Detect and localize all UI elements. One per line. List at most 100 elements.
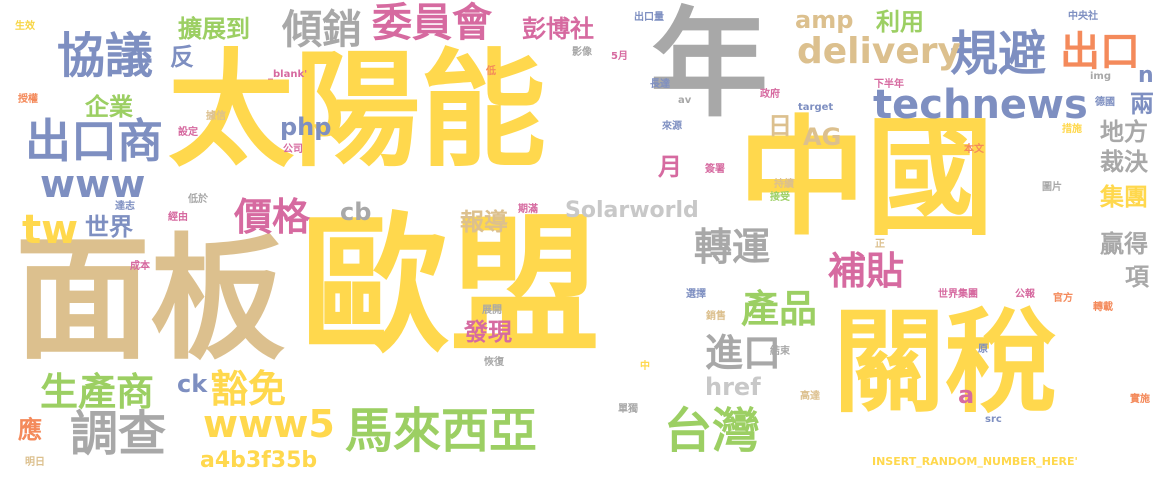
- cloud-word: 彭博社: [522, 15, 594, 43]
- cloud-word: target: [798, 102, 834, 113]
- cloud-word: 原: [978, 344, 988, 355]
- cloud-word: 下半年: [874, 79, 904, 90]
- cloud-word: src: [985, 414, 1002, 425]
- cloud-word: 銷售: [706, 311, 726, 322]
- cloud-word: 單獨: [618, 404, 638, 415]
- cloud-word: 生效: [15, 21, 35, 32]
- cloud-word: 官方: [1053, 293, 1073, 304]
- cloud-word: php: [280, 113, 332, 141]
- cloud-word: 轉運: [694, 225, 771, 269]
- cloud-word: amp: [795, 6, 854, 34]
- cloud-word: 中央社: [1068, 11, 1098, 22]
- cloud-word: 豁免: [210, 367, 287, 411]
- cloud-word: 擴展到: [178, 15, 250, 43]
- cloud-word: 調查: [70, 406, 167, 462]
- cloud-word: 出口: [1060, 29, 1140, 75]
- cloud-word: 經由: [168, 212, 188, 223]
- cloud-word: 持續: [774, 179, 794, 190]
- cloud-word: n: [1138, 63, 1154, 88]
- cloud-word: 年: [650, 0, 769, 133]
- cloud-word: delivery: [797, 31, 961, 72]
- cloud-word: 月: [658, 153, 682, 181]
- cloud-word: 面板: [15, 221, 285, 378]
- cloud-word: 報導: [460, 208, 508, 236]
- cloud-word: 政府: [760, 89, 780, 100]
- cloud-word: 利用: [876, 8, 924, 36]
- cloud-word: 結束: [770, 346, 790, 357]
- cloud-word: ck: [177, 370, 208, 398]
- cloud-word: 反: [170, 43, 194, 71]
- cloud-word: 來源: [662, 121, 682, 132]
- cloud-word: 傾銷: [282, 7, 362, 53]
- cloud-word: 簽署: [705, 164, 725, 175]
- cloud-word: 協議: [57, 28, 154, 84]
- cloud-word: 發現: [464, 318, 512, 346]
- cloud-word: 台灣: [664, 403, 761, 459]
- cloud-word: 應: [18, 416, 42, 444]
- cloud-word: 中國: [738, 104, 995, 253]
- cloud-word: 世界集團: [938, 289, 978, 300]
- cloud-word: 轉載: [1093, 302, 1113, 313]
- cloud-word: 兩: [1130, 90, 1154, 118]
- cloud-word: av: [678, 95, 692, 106]
- cloud-word: 世界: [85, 213, 133, 241]
- cloud-word: 低於: [188, 194, 208, 205]
- cloud-word: img: [1090, 71, 1112, 82]
- cloud-word: 出口量: [634, 12, 664, 23]
- cloud-word: Solarworld: [565, 198, 699, 223]
- cloud-word: 出口商: [25, 114, 163, 168]
- cloud-word: href: [705, 373, 761, 401]
- cloud-word: 贏得: [1100, 230, 1148, 258]
- cloud-word: 德國: [1095, 97, 1115, 108]
- cloud-word: a4b3f35b: [200, 448, 318, 473]
- cloud-word: 本文: [964, 144, 984, 155]
- cloud-word: 關稅: [833, 298, 1057, 428]
- cloud-word: 馬來西亞: [345, 403, 538, 459]
- cloud-word: 措施: [1062, 124, 1082, 135]
- cloud-word: 高達: [800, 391, 820, 402]
- cloud-word: 5月: [611, 51, 628, 62]
- cloud-word: INSERT_RANDOM_NUMBER_HERE': [872, 455, 1078, 468]
- cloud-word: www: [40, 162, 146, 206]
- cloud-word: 影像: [572, 47, 592, 58]
- cloud-word: 補貼: [828, 249, 905, 293]
- cloud-word: 歐盟: [300, 200, 601, 374]
- cloud-word: technews: [873, 82, 1088, 128]
- cloud-word: AG: [803, 123, 842, 151]
- cloud-word: 接受: [770, 192, 790, 203]
- cloud-word: 據信: [206, 111, 226, 122]
- cloud-word: 裁決: [1100, 148, 1148, 176]
- cloud-word: 正: [875, 239, 885, 250]
- cloud-word: 公報: [1015, 289, 1035, 300]
- cloud-word: _blank': [268, 69, 308, 80]
- cloud-word: 成本: [130, 261, 150, 272]
- cloud-word: 明日: [25, 457, 45, 468]
- cloud-word: 授權: [18, 94, 38, 105]
- cloud-word: 展開: [482, 305, 502, 316]
- cloud-word: 低: [486, 66, 496, 77]
- cloud-word: 設定: [178, 127, 198, 138]
- cloud-word: 委員會: [372, 0, 492, 46]
- cloud-word: 進口: [705, 331, 782, 375]
- cloud-word: 公司: [283, 144, 303, 155]
- cloud-word: 地方: [1100, 118, 1148, 146]
- cloud-word: 實施: [1130, 394, 1150, 405]
- cloud-word: 期滿: [518, 204, 538, 215]
- cloud-word: cb: [340, 198, 372, 226]
- cloud-word: 恢復: [484, 357, 504, 368]
- cloud-word: 集團: [1100, 183, 1148, 211]
- cloud-word: 企業: [85, 93, 133, 121]
- cloud-word: 達志: [115, 201, 135, 212]
- cloud-word: tw: [22, 207, 79, 253]
- cloud-word: 規避: [950, 26, 1047, 82]
- cloud-word: 生產商: [40, 370, 155, 414]
- cloud-word: 產品: [741, 287, 818, 331]
- cloud-word: 中: [640, 361, 650, 372]
- cloud-word: a: [958, 381, 975, 409]
- cloud-word: 長達: [650, 79, 670, 90]
- cloud-word: 日: [768, 112, 792, 140]
- cloud-word: 太陽能: [168, 37, 546, 184]
- cloud-word: 價格: [234, 195, 311, 239]
- cloud-word: www5: [203, 402, 335, 446]
